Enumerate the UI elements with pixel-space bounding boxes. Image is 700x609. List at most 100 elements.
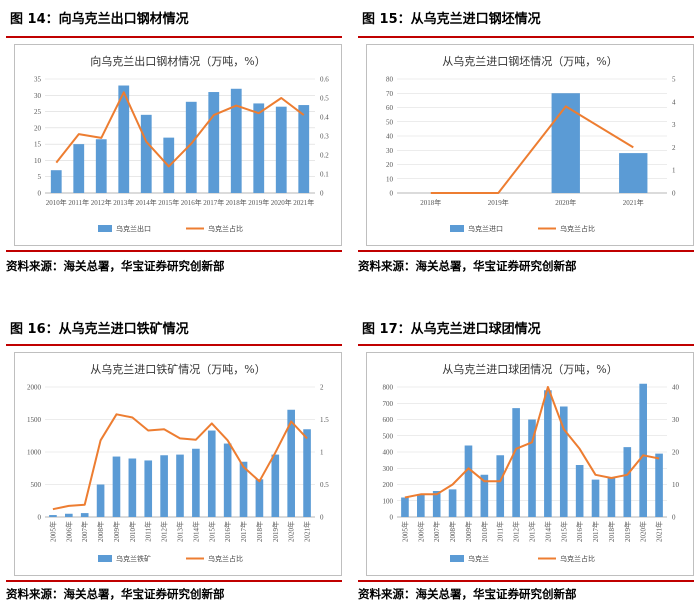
y-tick-label: 20 — [386, 161, 394, 169]
figure-caption: 图 17：从乌克兰进口球团情况 — [362, 322, 541, 337]
bar — [551, 93, 580, 193]
legend-label: 乌克兰占比 — [560, 224, 595, 233]
legend-swatch-bar — [450, 555, 464, 562]
y-tick-label: 15 — [34, 141, 42, 149]
y-tick-label: 20 — [34, 124, 42, 132]
x-tick-label: 2013年 — [113, 198, 134, 207]
source-note: 资料来源：海关总署，华宝证券研究创新部 — [358, 259, 577, 273]
caption-rule — [6, 36, 342, 38]
bar — [448, 489, 457, 517]
bar — [185, 101, 197, 193]
bar — [575, 465, 584, 517]
legend-swatch-bar — [98, 555, 112, 562]
legend-label: 乌克兰进口 — [468, 224, 503, 233]
figure-16: 图 16：从乌克兰进口铁矿情况 从乌克兰进口铁矿情况（万吨，%） 0 500 1000… — [6, 312, 346, 609]
y2-tick-label: 0 — [320, 190, 324, 198]
y-tick-label: 25 — [34, 108, 42, 116]
y-tick-label: 800 — [383, 384, 394, 392]
chart-iron-ore-import: 从乌克兰进口铁矿情况（万吨，%） 0 500 1000 1500 2000 0 0.5 1 1.5… — [27, 362, 329, 563]
y-tick-label: 1500 — [27, 416, 42, 424]
bar — [417, 494, 425, 517]
y-tick-label: 400 — [383, 449, 394, 457]
y2-tick-label: 5 — [672, 76, 676, 84]
chart-steel-export: 向乌克兰出口钢材情况（万吨，%） 0 5 10 15 20 25 30 35 0 0.1 0.2 0.3… — [34, 54, 329, 233]
y-tick-label: 30 — [386, 147, 394, 155]
y-tick-label: 60 — [386, 104, 394, 112]
x-tick-label: 2019年 — [488, 198, 509, 207]
y-tick-label: 40 — [386, 133, 394, 141]
legend-label: 乌克兰出口 — [116, 224, 151, 233]
y-tick-label: 0 — [38, 514, 42, 522]
source-note: 资料来源：海关总署，华宝证券研究创新部 — [358, 587, 577, 601]
series-line — [430, 105, 634, 194]
y2-tick-label: 0.3 — [320, 133, 329, 141]
x-tick-label: 2016年 — [223, 521, 232, 542]
y-tick-label: 80 — [386, 76, 394, 84]
bar — [80, 513, 89, 517]
y-tick-label: 500 — [383, 432, 394, 440]
source-rule — [358, 580, 694, 582]
x-tick-label: 2011年 — [496, 521, 505, 542]
bar — [50, 170, 62, 193]
bar — [118, 85, 130, 193]
bar — [544, 390, 552, 517]
x-tick-label: 2020年 — [287, 521, 296, 542]
bar — [207, 430, 216, 517]
bar — [144, 460, 153, 517]
legend-label: 乌克兰占比 — [208, 554, 243, 563]
chart-title: 从乌克兰进口钢坯情况（万吨，%） — [442, 54, 617, 68]
legend-swatch-bar — [450, 225, 464, 232]
y2-tick-label: 2 — [672, 144, 676, 152]
bar — [432, 491, 441, 517]
x-tick-label: 2010年 — [480, 521, 489, 542]
bar — [65, 513, 73, 517]
figure-caption: 图 14：向乌克兰出口钢材情况 — [10, 12, 189, 27]
source-rule — [6, 580, 342, 582]
x-tick-label: 2006年 — [416, 521, 425, 542]
y2-tick-label: 4 — [672, 98, 676, 106]
bar — [255, 479, 264, 517]
figure-17: 图 17：从乌克兰进口球团情况 从乌克兰进口球团情况（万吨，%） 0 100 200 3… — [358, 312, 698, 609]
y-tick-label: 2000 — [27, 384, 42, 392]
y-tick-label: 0 — [38, 190, 42, 198]
legend-label: 乌克兰铁矿 — [116, 554, 151, 563]
y-tick-label: 500 — [31, 481, 42, 489]
chart-title: 从乌克兰进口铁矿情况（万吨，%） — [90, 362, 265, 376]
y2-tick-label: 0.2 — [320, 152, 329, 160]
y2-tick-label: 3 — [672, 121, 676, 129]
bar — [401, 497, 409, 517]
y2-tick-label: 0 — [320, 514, 324, 522]
bar — [512, 408, 520, 517]
bar — [655, 453, 663, 517]
y-tick-label: 0 — [390, 514, 394, 522]
x-tick-label: 2007年 — [432, 521, 441, 542]
x-tick-label: 2012年 — [91, 198, 112, 207]
bar — [223, 443, 232, 517]
y-tick-label: 100 — [383, 497, 394, 505]
x-tick-label: 2019年 — [623, 521, 632, 542]
bar — [496, 455, 505, 517]
y2-tick-label: 0.5 — [320, 481, 329, 489]
x-tick-label: 2018年 — [607, 521, 616, 542]
x-tick-label: 2011年 — [68, 198, 89, 207]
y2-tick-label: 20 — [672, 449, 680, 457]
bar — [607, 478, 616, 517]
bar — [128, 458, 137, 517]
caption-rule — [358, 344, 694, 346]
x-tick-label: 2015年 — [158, 198, 179, 207]
x-tick-label: 2008年 — [448, 521, 457, 542]
y-tick-label: 10 — [386, 175, 394, 183]
bar — [271, 454, 280, 517]
bar — [96, 484, 105, 517]
y2-tick-label: 1.5 — [320, 416, 329, 424]
figure-caption: 图 15：从乌克兰进口钢坯情况 — [362, 12, 541, 27]
x-tick-label: 2012年 — [160, 521, 169, 542]
bar — [239, 461, 248, 517]
x-tick-label: 2021年 — [293, 198, 314, 207]
bar — [253, 103, 265, 193]
caption-rule — [358, 36, 694, 38]
bar — [619, 153, 648, 193]
x-tick-label: 2009年 — [464, 521, 473, 542]
y2-tick-label: 2 — [320, 384, 324, 392]
x-tick-label: 2012年 — [512, 521, 521, 542]
